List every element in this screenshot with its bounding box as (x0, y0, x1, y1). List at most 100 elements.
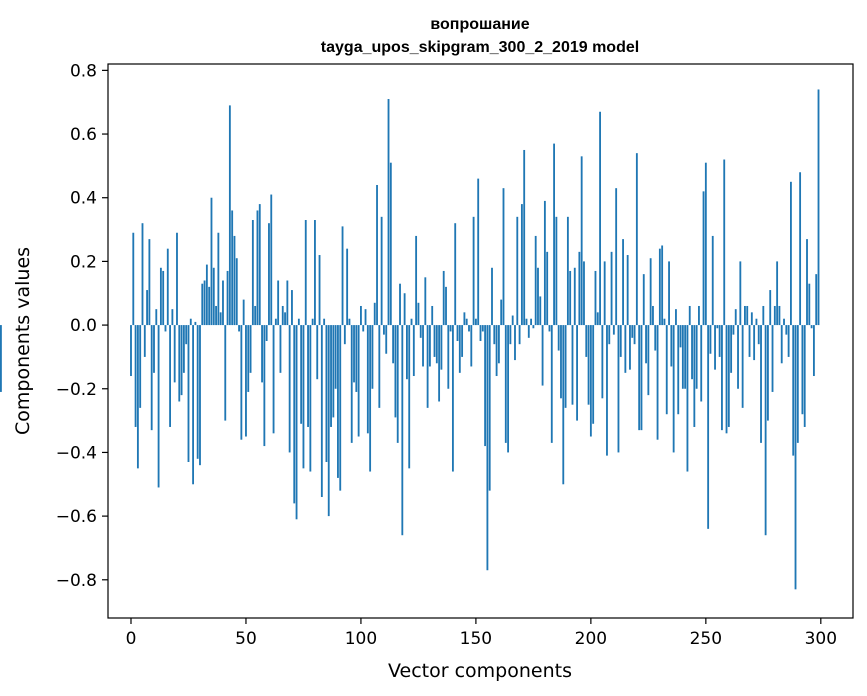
bar (268, 223, 270, 326)
bar (725, 325, 728, 434)
bar (327, 325, 330, 517)
bar (192, 325, 194, 485)
bar (606, 325, 608, 456)
bar (286, 280, 289, 326)
bar (291, 290, 293, 326)
bar (661, 245, 664, 326)
bar (279, 325, 282, 373)
bar (297, 318, 300, 326)
bar (146, 290, 149, 326)
bar (166, 248, 169, 326)
bar (564, 325, 567, 408)
bar (458, 325, 461, 373)
bar (219, 312, 222, 326)
bar (337, 325, 339, 478)
bar (394, 325, 397, 418)
bar (569, 270, 572, 326)
bar (693, 325, 696, 427)
bar (212, 267, 215, 326)
y-tick-label: −0.2 (56, 380, 97, 400)
bar (442, 270, 445, 326)
bar (304, 220, 307, 326)
bar (373, 302, 376, 326)
bar (254, 305, 257, 326)
bar (401, 325, 404, 536)
bar (159, 267, 162, 326)
bar (415, 235, 418, 326)
bar (684, 325, 687, 389)
bar (274, 318, 277, 326)
bar (261, 325, 263, 383)
bar (258, 204, 261, 326)
bar (610, 251, 613, 326)
bar (463, 312, 466, 326)
bar (509, 325, 512, 345)
bar (369, 325, 372, 472)
y-tick-label: −0.6 (56, 507, 97, 527)
bar (332, 325, 335, 418)
bar (383, 325, 385, 335)
bar (688, 305, 691, 326)
bar (654, 325, 657, 351)
bar (366, 325, 369, 434)
bar (541, 325, 544, 386)
bar (419, 325, 422, 338)
bar (612, 325, 615, 335)
bar (645, 325, 647, 364)
bar (677, 325, 680, 415)
bar (812, 325, 815, 377)
bar (417, 302, 420, 326)
bar (672, 325, 675, 453)
x-tick-label: 100 (345, 629, 377, 649)
bar (162, 270, 165, 326)
bar (571, 325, 574, 405)
bar (516, 216, 519, 326)
bar (295, 325, 298, 520)
bar (470, 325, 473, 367)
bar (792, 325, 795, 456)
bar (293, 325, 296, 504)
bar (251, 220, 254, 326)
bars-group (0, 89, 820, 590)
bar (615, 188, 618, 326)
bar (130, 325, 132, 377)
y-tick-label: 0.4 (70, 189, 97, 209)
bar (465, 318, 468, 326)
bar (649, 258, 652, 326)
bar (277, 280, 280, 326)
bar (245, 325, 247, 437)
y-axis-label: Components values (12, 247, 34, 435)
bar (596, 312, 599, 326)
bar (235, 258, 238, 326)
bar (265, 325, 268, 341)
bar (0, 325, 2, 392)
bar (502, 188, 505, 326)
bar (734, 309, 737, 326)
bar (523, 149, 526, 326)
bar (249, 325, 252, 373)
bar (787, 325, 790, 357)
bar (681, 325, 684, 389)
bar (796, 325, 799, 443)
bar (194, 321, 197, 326)
bar (658, 248, 661, 326)
bar (284, 312, 286, 326)
bar (238, 325, 240, 332)
bar (242, 299, 245, 326)
bar (539, 296, 542, 326)
bar (309, 325, 312, 472)
bar (617, 325, 620, 453)
x-tick-label: 50 (235, 629, 257, 649)
bar (511, 315, 514, 326)
bar (619, 325, 622, 357)
bar (576, 325, 578, 421)
bar (668, 261, 670, 326)
bar (534, 235, 537, 326)
bar (132, 232, 135, 326)
bar (325, 325, 328, 462)
bar (438, 325, 441, 402)
bar (134, 325, 137, 427)
bar (642, 274, 645, 326)
bar (364, 309, 367, 326)
bar (629, 325, 631, 370)
